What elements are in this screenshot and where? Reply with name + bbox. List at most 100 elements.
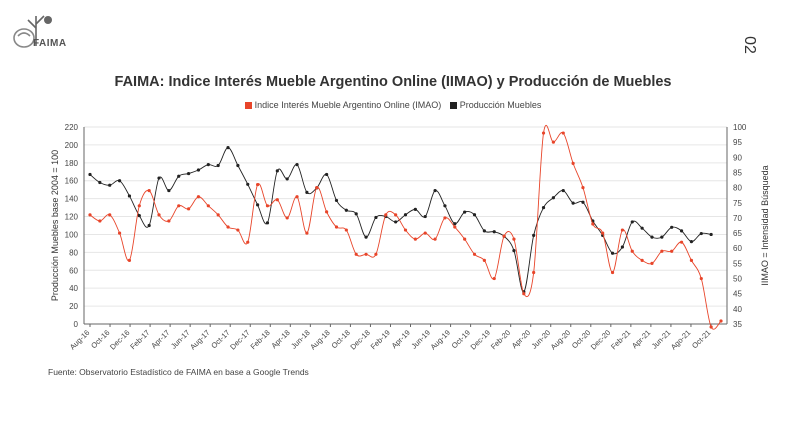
series-imao-point [127,258,132,262]
y-tick-label-right: 45 [733,290,742,299]
series-imao-point [660,249,664,253]
series-imao-point [167,219,171,223]
series-produccion-point [206,163,210,167]
series-imao-point [522,292,526,296]
series-produccion-point [561,188,565,193]
series-imao-point [571,161,575,165]
series-produccion-point [541,205,546,210]
series-imao-point [689,258,694,262]
series-produccion-point [275,169,279,173]
series-imao-point [315,186,319,190]
series-imao-point [699,276,703,281]
series-produccion-point [571,201,575,205]
y-tick-label-right: 50 [733,275,742,284]
series-produccion-point [167,188,171,193]
x-tick-label: Feb-21 [609,328,632,351]
series-produccion-point [482,229,486,233]
series-produccion-point [344,208,348,212]
series-imao-point [354,252,358,256]
x-tick-label: Aug-16 [68,328,91,351]
series-imao-point [670,249,674,253]
series-imao-point [472,252,477,256]
y-tick-label-right: 65 [733,229,742,238]
y-tick-label-left: 160 [65,177,79,186]
series-produccion-point [236,163,240,168]
series-imao-point [256,182,260,187]
series-imao-point [117,231,122,235]
series-produccion-point [265,221,270,225]
series-produccion-point [127,194,132,198]
series-imao-point [265,204,270,208]
legend-swatch-imao [244,101,252,109]
y-tick-label-right: 95 [733,138,742,147]
series-produccion-point [394,220,398,224]
series-produccion-point [699,231,703,236]
x-tick-label: Ago-21 [669,328,692,351]
x-tick-label: Apr-21 [630,328,652,350]
series-imao-point [679,240,684,244]
series-produccion-point [374,215,378,220]
legend: Indice Interés Mueble Argentino Online (… [0,100,786,111]
series-produccion-point [88,172,92,177]
series-produccion-point [679,229,684,233]
series-produccion-point [98,180,102,185]
x-tick-label: Oct-16 [89,328,111,350]
series-produccion-point [108,183,112,187]
y-tick-label-right: 75 [733,199,742,208]
series-produccion-point [423,214,427,219]
y-tick-label-left: 0 [74,320,79,329]
x-tick-label: Feb-17 [128,328,151,351]
series-produccion-point [364,235,368,239]
x-tick-label: Dec-19 [469,328,492,351]
y-axis-title-left: Producción Muebles base 2004 = 100 [50,150,60,301]
series-produccion-point [453,222,457,226]
series-produccion-point [640,226,644,230]
series-imao-point [532,270,536,275]
y-tick-label-left: 220 [65,123,79,132]
series-produccion-point [709,232,713,237]
series-imao-point [591,222,595,226]
series-produccion-point [147,223,151,228]
legend-label-imao: Indice Interés Mueble Argentino Online (… [254,100,442,110]
x-tick-label: Dec-18 [348,328,371,351]
x-tick-label: Apr-19 [390,328,412,350]
series-imao-point [423,231,427,235]
series-imao-point [453,225,457,229]
series-produccion-point [689,240,694,244]
y-axis-title-right: IIMAO = Intensidad Búsqueda [760,165,770,285]
series-produccion-point [256,203,260,207]
series-produccion-point [433,188,437,193]
series-imao-point [463,237,467,241]
source-note: Fuente: Observatorio Estadístico de FAIM… [48,367,309,377]
x-tick-label: Aug-18 [308,328,331,351]
x-tick-label: Jun-21 [650,328,673,351]
y-tick-label-left: 40 [69,284,78,293]
series-imao-point [709,325,713,329]
series-produccion-point [620,245,625,249]
y-tick-label-left: 140 [65,195,79,204]
series-imao-point [334,225,339,229]
x-tick-label: Jun-17 [169,328,192,351]
series-produccion-point [325,172,329,177]
series-imao-point [650,261,654,265]
series-imao-point [403,228,408,232]
series-imao-point [226,225,230,229]
x-tick-label: Oct-18 [330,328,352,350]
series-imao-point [186,207,191,211]
series-produccion-point [305,190,309,194]
series-imao-point [374,252,378,256]
y-tick-label-right: 80 [733,184,742,193]
series-produccion-point [196,168,201,172]
series-produccion-point [532,233,536,237]
series-imao-point [137,204,141,208]
series-produccion-point [660,235,664,239]
series-produccion-point [354,212,358,216]
series-imao-point [482,258,486,262]
x-tick-label: Oct-19 [450,328,472,350]
series-produccion-point [650,235,654,239]
series-imao-point [275,198,279,202]
series-imao-point [108,213,112,217]
series-imao-point [413,237,417,241]
series-produccion-point [512,248,516,253]
